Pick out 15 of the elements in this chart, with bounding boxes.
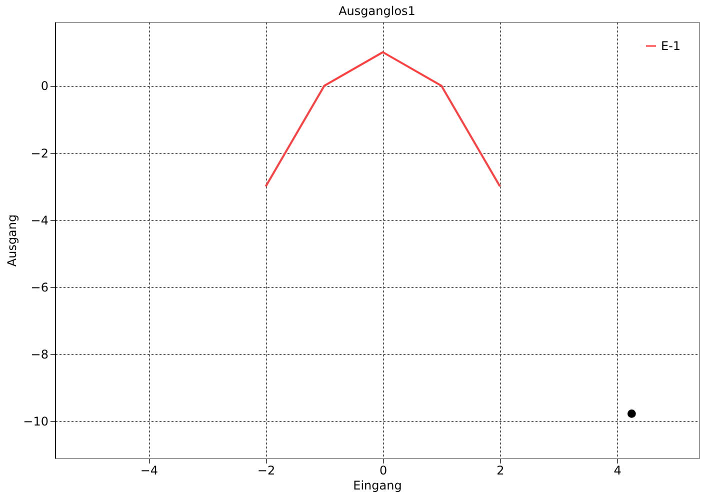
x-axis-title: Eingang <box>353 478 402 492</box>
y-tick-label: −2 <box>30 146 48 160</box>
x-tick-label: −4 <box>140 464 158 478</box>
x-tick-label: 4 <box>614 464 622 478</box>
y-tick-label: −6 <box>30 280 48 294</box>
y-tick-label: 0 <box>40 79 48 94</box>
chart-title: Ausganglos1 <box>338 4 416 18</box>
x-tick-label: −2 <box>257 464 276 478</box>
legend-label: E-1 <box>661 39 681 53</box>
y-tick-label: −8 <box>30 348 48 362</box>
y-tick-label: −4 <box>30 213 48 228</box>
y-tick-label: −10 <box>23 414 48 429</box>
y-axis-title: Ausgang <box>5 214 20 267</box>
x-tick-label: 2 <box>496 464 504 478</box>
x-tick-label: 0 <box>380 464 388 478</box>
